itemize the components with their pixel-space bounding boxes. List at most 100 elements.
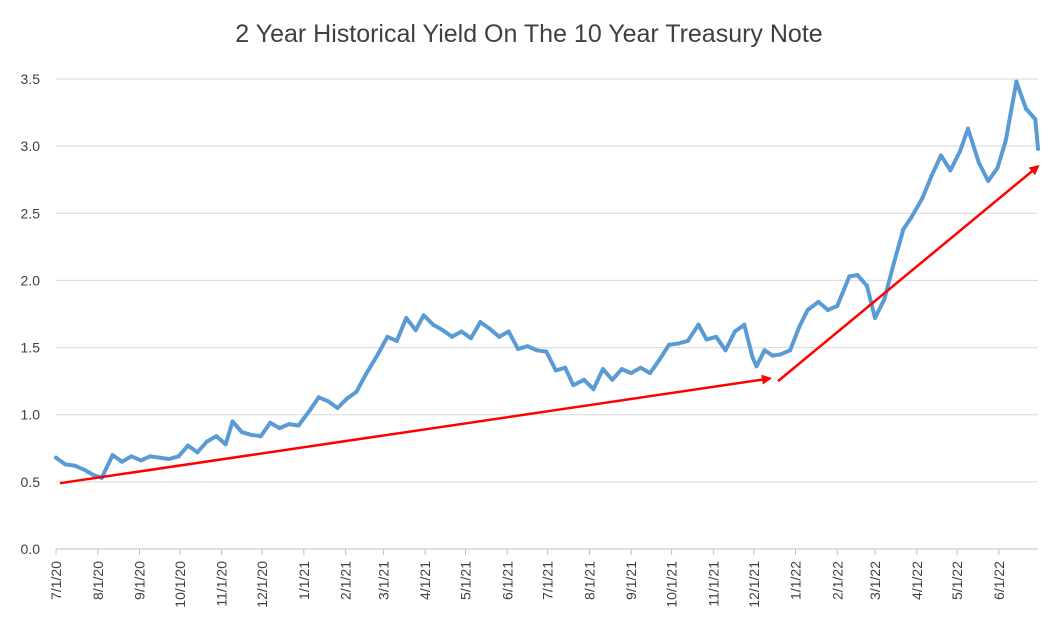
gridlines <box>55 78 1038 555</box>
y-tick-label: 3.0 <box>21 138 41 154</box>
data-point <box>176 454 181 459</box>
data-point <box>610 377 615 382</box>
data-point <box>450 334 455 339</box>
data-point <box>619 367 624 372</box>
x-tick-label: 11/1/20 <box>214 561 230 607</box>
data-point <box>468 336 473 341</box>
data-point <box>957 149 962 154</box>
data-point <box>676 341 681 346</box>
data-point <box>553 368 558 373</box>
data-point <box>214 434 219 439</box>
data-point <box>929 173 934 178</box>
data-point <box>816 299 821 304</box>
data-point <box>1014 79 1019 84</box>
data-point <box>525 344 530 349</box>
data-point <box>440 328 445 333</box>
data-point <box>901 227 906 232</box>
data-point <box>939 153 944 158</box>
data-point <box>891 260 896 265</box>
data-point <box>563 365 568 370</box>
chart-title: 2 Year Historical Yield On The 10 Year T… <box>235 20 823 48</box>
x-tick-label: 5/1/22 <box>949 561 965 600</box>
data-point <box>316 395 321 400</box>
y-tick-label: 2.0 <box>21 272 41 288</box>
x-tick-label: 7/1/20 <box>48 561 64 600</box>
data-point <box>723 348 728 353</box>
data-point <box>167 457 172 462</box>
x-tick-label: 3/1/22 <box>867 561 883 600</box>
trend-arrow <box>777 165 1040 383</box>
data-point <box>506 329 511 334</box>
x-tick-label: 4/1/21 <box>417 561 433 600</box>
data-point <box>1003 138 1008 143</box>
data-point <box>638 365 643 370</box>
series-layer <box>54 79 1040 480</box>
data-point <box>995 165 1000 170</box>
data-point <box>54 455 58 460</box>
data-point <box>148 454 153 459</box>
data-point <box>750 354 755 359</box>
data-point <box>516 346 521 351</box>
data-point <box>268 420 273 425</box>
data-point <box>72 463 77 468</box>
data-point <box>920 196 925 201</box>
y-tick-label: 0.5 <box>21 474 41 490</box>
data-point <box>1023 106 1028 111</box>
x-tick-label: 10/1/21 <box>664 561 680 608</box>
x-tick-label: 6/1/21 <box>499 561 515 600</box>
data-point <box>354 389 359 394</box>
data-point <box>459 329 464 334</box>
trend-arrows <box>59 165 1040 485</box>
data-point <box>478 320 483 325</box>
x-tick-label: 11/1/21 <box>705 561 721 607</box>
data-point <box>591 387 596 392</box>
data-point <box>788 348 793 353</box>
data-point <box>696 322 701 327</box>
data-point <box>239 430 244 435</box>
x-tick-label: 12/1/21 <box>746 561 762 608</box>
data-point <box>582 377 587 382</box>
data-point <box>797 324 802 329</box>
data-point <box>296 423 301 428</box>
y-tick-label: 3.5 <box>21 71 41 87</box>
data-point <box>847 274 852 279</box>
data-point <box>230 419 235 424</box>
data-point <box>385 334 390 339</box>
data-point <box>204 439 209 444</box>
data-point <box>195 450 200 455</box>
data-point <box>363 372 368 377</box>
data-point <box>287 422 292 427</box>
data-point <box>855 273 860 278</box>
yield-series-line <box>54 79 1040 480</box>
y-tick-label: 1.5 <box>21 340 41 356</box>
data-point <box>138 458 143 463</box>
data-point <box>835 303 840 308</box>
data-point <box>186 443 191 448</box>
x-tick-label: 1/1/21 <box>296 561 312 600</box>
x-tick-label: 2/1/22 <box>829 561 845 600</box>
data-point <box>335 406 340 410</box>
data-point <box>571 383 576 388</box>
data-point <box>544 349 549 354</box>
data-point <box>1036 146 1040 151</box>
y-tick-label: 2.5 <box>21 205 41 221</box>
data-point <box>110 453 115 457</box>
data-point <box>762 348 767 353</box>
y-tick-label: 0.0 <box>21 541 41 557</box>
data-point <box>909 215 914 220</box>
data-point <box>129 454 134 459</box>
data-point <box>825 307 830 312</box>
x-tick-label: 8/1/20 <box>90 561 106 600</box>
data-point <box>413 328 418 333</box>
x-tick-label: 9/1/20 <box>132 561 148 600</box>
data-point <box>976 160 981 165</box>
x-tick-label: 1/1/22 <box>788 561 804 600</box>
data-point <box>778 352 783 357</box>
data-point <box>421 313 426 318</box>
data-point <box>404 316 409 321</box>
data-point <box>497 334 502 339</box>
data-point <box>258 434 263 439</box>
data-point <box>629 371 634 376</box>
y-tick-label: 1.0 <box>21 407 41 423</box>
data-point <box>91 473 96 478</box>
